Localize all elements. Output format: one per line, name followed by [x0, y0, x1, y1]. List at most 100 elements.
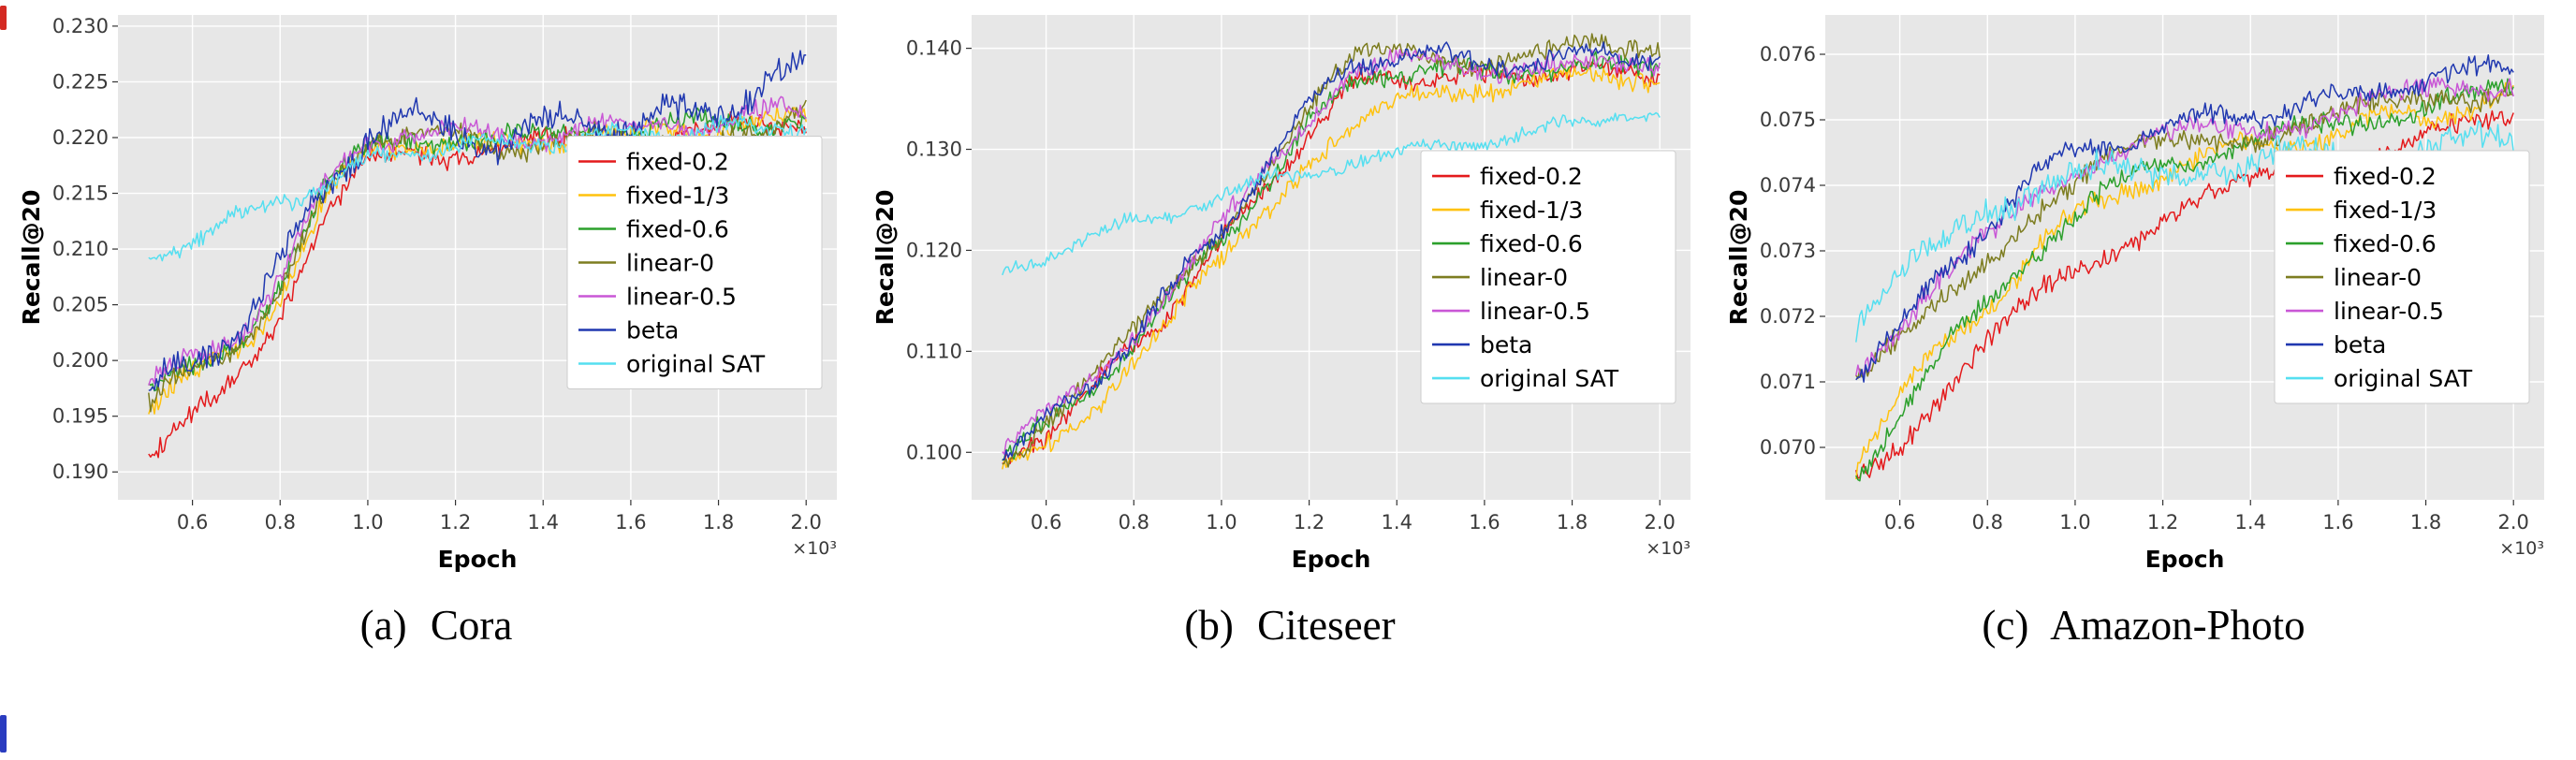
- y-tick-label: 0.072: [1760, 305, 1816, 328]
- x-tick-label: 1.2: [2147, 511, 2178, 533]
- series-line-beta: [1002, 41, 1661, 461]
- series-line-fixed-0-6: [1855, 78, 2514, 482]
- legend-label-2: fixed-0.6: [1480, 230, 1583, 257]
- y-tick-label: 0.070: [1760, 436, 1816, 459]
- series-line-original-sat: [148, 113, 807, 262]
- amazon-photo-line-chart: 0.6 0.8 1.0 1.2 1.4 1.6 1.8 2.0 0.070 0.071 0.072 0…: [1728, 15, 2544, 573]
- series-line-original-sat: [1002, 111, 1661, 276]
- legend-label-2: fixed-0.6: [2334, 230, 2437, 257]
- legend-label-3: linear-0: [626, 250, 714, 277]
- series-line-linear-0: [1855, 86, 2514, 380]
- x-tick-label: 1.4: [1382, 511, 1412, 533]
- legend-label-5: beta: [1480, 331, 1532, 358]
- y-tick-label: 0.210: [52, 238, 109, 260]
- y-tick-label: 0.190: [52, 460, 109, 483]
- legend-label-6: original SAT: [2334, 365, 2473, 392]
- caption-citeseer: (b) Citeseer: [1184, 602, 1396, 649]
- x-tick-label: 1.8: [1557, 511, 1588, 533]
- x-tick-label: 1.0: [2059, 511, 2090, 533]
- x-tick-label: 1.0: [1206, 511, 1237, 533]
- x-tick-label: 0.6: [1031, 511, 1061, 533]
- x-tick-label: 2.0: [2498, 511, 2529, 533]
- y-tick-label: 0.140: [906, 37, 962, 60]
- y-tick-label: 0.200: [52, 349, 109, 372]
- legend-label-0: fixed-0.2: [626, 149, 729, 176]
- x-tick-label: 1.6: [1469, 511, 1500, 533]
- legend-label-6: original SAT: [626, 351, 766, 378]
- y-tick-label: 0.230: [52, 15, 109, 37]
- y-tick-label: 0.074: [1760, 174, 1816, 197]
- x-axis-offset-label: ×10³: [2499, 538, 2544, 559]
- y-tick-label: 0.130: [906, 139, 962, 161]
- legend-label-0: fixed-0.2: [2334, 163, 2437, 190]
- y-axis-label: Recall@20: [874, 190, 899, 326]
- x-tick-label: 0.8: [265, 511, 296, 533]
- x-axis-label: Epoch: [438, 546, 518, 573]
- figure-row: 0.6 0.8 1.0 1.2 1.4 1.6 1.8 2.0 0.190 0.195 0.200 0…: [21, 4, 2559, 650]
- legend-box: [566, 136, 823, 389]
- legend-label-2: fixed-0.6: [626, 216, 729, 243]
- y-tick-label: 0.225: [52, 70, 109, 93]
- series-line-linear-0: [1002, 33, 1661, 468]
- caption-amazon-photo: (c) Amazon-Photo: [1982, 602, 2305, 649]
- y-tick-label: 0.215: [52, 183, 109, 205]
- y-tick-label: 0.220: [52, 126, 109, 149]
- x-tick-label: 0.6: [177, 511, 208, 533]
- series-line-fixed-0-6: [1002, 51, 1661, 461]
- x-tick-label: 1.2: [440, 511, 471, 533]
- x-tick-label: 1.6: [615, 511, 646, 533]
- x-tick-label: 1.8: [703, 511, 734, 533]
- y-tick-label: 0.073: [1760, 240, 1816, 262]
- x-tick-label: 1.4: [528, 511, 559, 533]
- y-tick-label: 0.075: [1760, 109, 1816, 131]
- legend-label-1: fixed-1/3: [626, 183, 729, 210]
- cora-line-chart: 0.6 0.8 1.0 1.2 1.4 1.6 1.8 2.0 0.190 0.195 0.200 0…: [21, 15, 837, 573]
- chart-block-citeseer: 0.6 0.8 1.0 1.2 1.4 1.6 1.8 2.0 0.100 0.110 0.120 0…: [874, 4, 1705, 650]
- series-line-beta: [1855, 54, 2514, 383]
- legend-label-4: linear-0.5: [2334, 298, 2444, 325]
- legend-label-4: linear-0.5: [1480, 298, 1590, 325]
- caption-cora: (a) Cora: [359, 602, 513, 649]
- y-tick-label: 0.195: [52, 405, 109, 428]
- x-tick-label: 1.8: [2410, 511, 2441, 533]
- x-tick-label: 0.8: [1972, 511, 2003, 533]
- crop-artifact-red: [0, 6, 7, 30]
- x-tick-label: 1.4: [2235, 511, 2266, 533]
- x-tick-label: 1.6: [2322, 511, 2353, 533]
- series-line-fixed-1-3: [1855, 80, 2514, 480]
- y-tick-label: 0.110: [906, 340, 962, 362]
- y-axis-label: Recall@20: [21, 190, 45, 326]
- x-tick-label: 2.0: [1645, 511, 1676, 533]
- y-tick-label: 0.071: [1760, 371, 1816, 393]
- y-tick-label: 0.076: [1760, 43, 1816, 66]
- series-line-fixed-0-2: [148, 110, 807, 459]
- y-tick-label: 0.205: [52, 294, 109, 316]
- y-tick-label: 0.120: [906, 239, 962, 261]
- x-tick-label: 1.0: [352, 511, 383, 533]
- legend-label-1: fixed-1/3: [2334, 197, 2437, 224]
- x-tick-label: 0.6: [1884, 511, 1915, 533]
- series-line-fixed-0-2: [1855, 110, 2514, 479]
- x-axis-offset-label: ×10³: [792, 538, 837, 559]
- legend-label-6: original SAT: [1480, 365, 1619, 392]
- x-tick-label: 2.0: [791, 511, 822, 533]
- crop-artifact-blue: [0, 715, 7, 753]
- legend-box: [1420, 150, 1676, 404]
- citeseer-line-chart: 0.6 0.8 1.0 1.2 1.4 1.6 1.8 2.0 0.100 0.110 0.120 0…: [874, 15, 1690, 573]
- legend-label-0: fixed-0.2: [1480, 163, 1583, 190]
- x-tick-label: 1.2: [1294, 511, 1325, 533]
- x-axis-offset-label: ×10³: [1646, 538, 1690, 559]
- x-tick-label: 0.8: [1119, 511, 1149, 533]
- legend-label-1: fixed-1/3: [1480, 197, 1583, 224]
- legend-label-5: beta: [2334, 331, 2386, 358]
- chart-block-amazon-photo: 0.6 0.8 1.0 1.2 1.4 1.6 1.8 2.0 0.070 0.071 0.072 0…: [1728, 4, 2559, 650]
- series-line-beta: [148, 50, 807, 391]
- x-axis-label: Epoch: [1292, 546, 1371, 573]
- legend-box: [2274, 150, 2530, 404]
- legend-label-4: linear-0.5: [626, 284, 737, 311]
- legend-label-5: beta: [626, 317, 679, 344]
- chart-block-cora: 0.6 0.8 1.0 1.2 1.4 1.6 1.8 2.0 0.190 0.195 0.200 0…: [21, 4, 852, 650]
- y-tick-label: 0.100: [906, 441, 962, 463]
- y-axis-label: Recall@20: [1728, 190, 1752, 326]
- legend-label-3: linear-0: [2334, 264, 2422, 291]
